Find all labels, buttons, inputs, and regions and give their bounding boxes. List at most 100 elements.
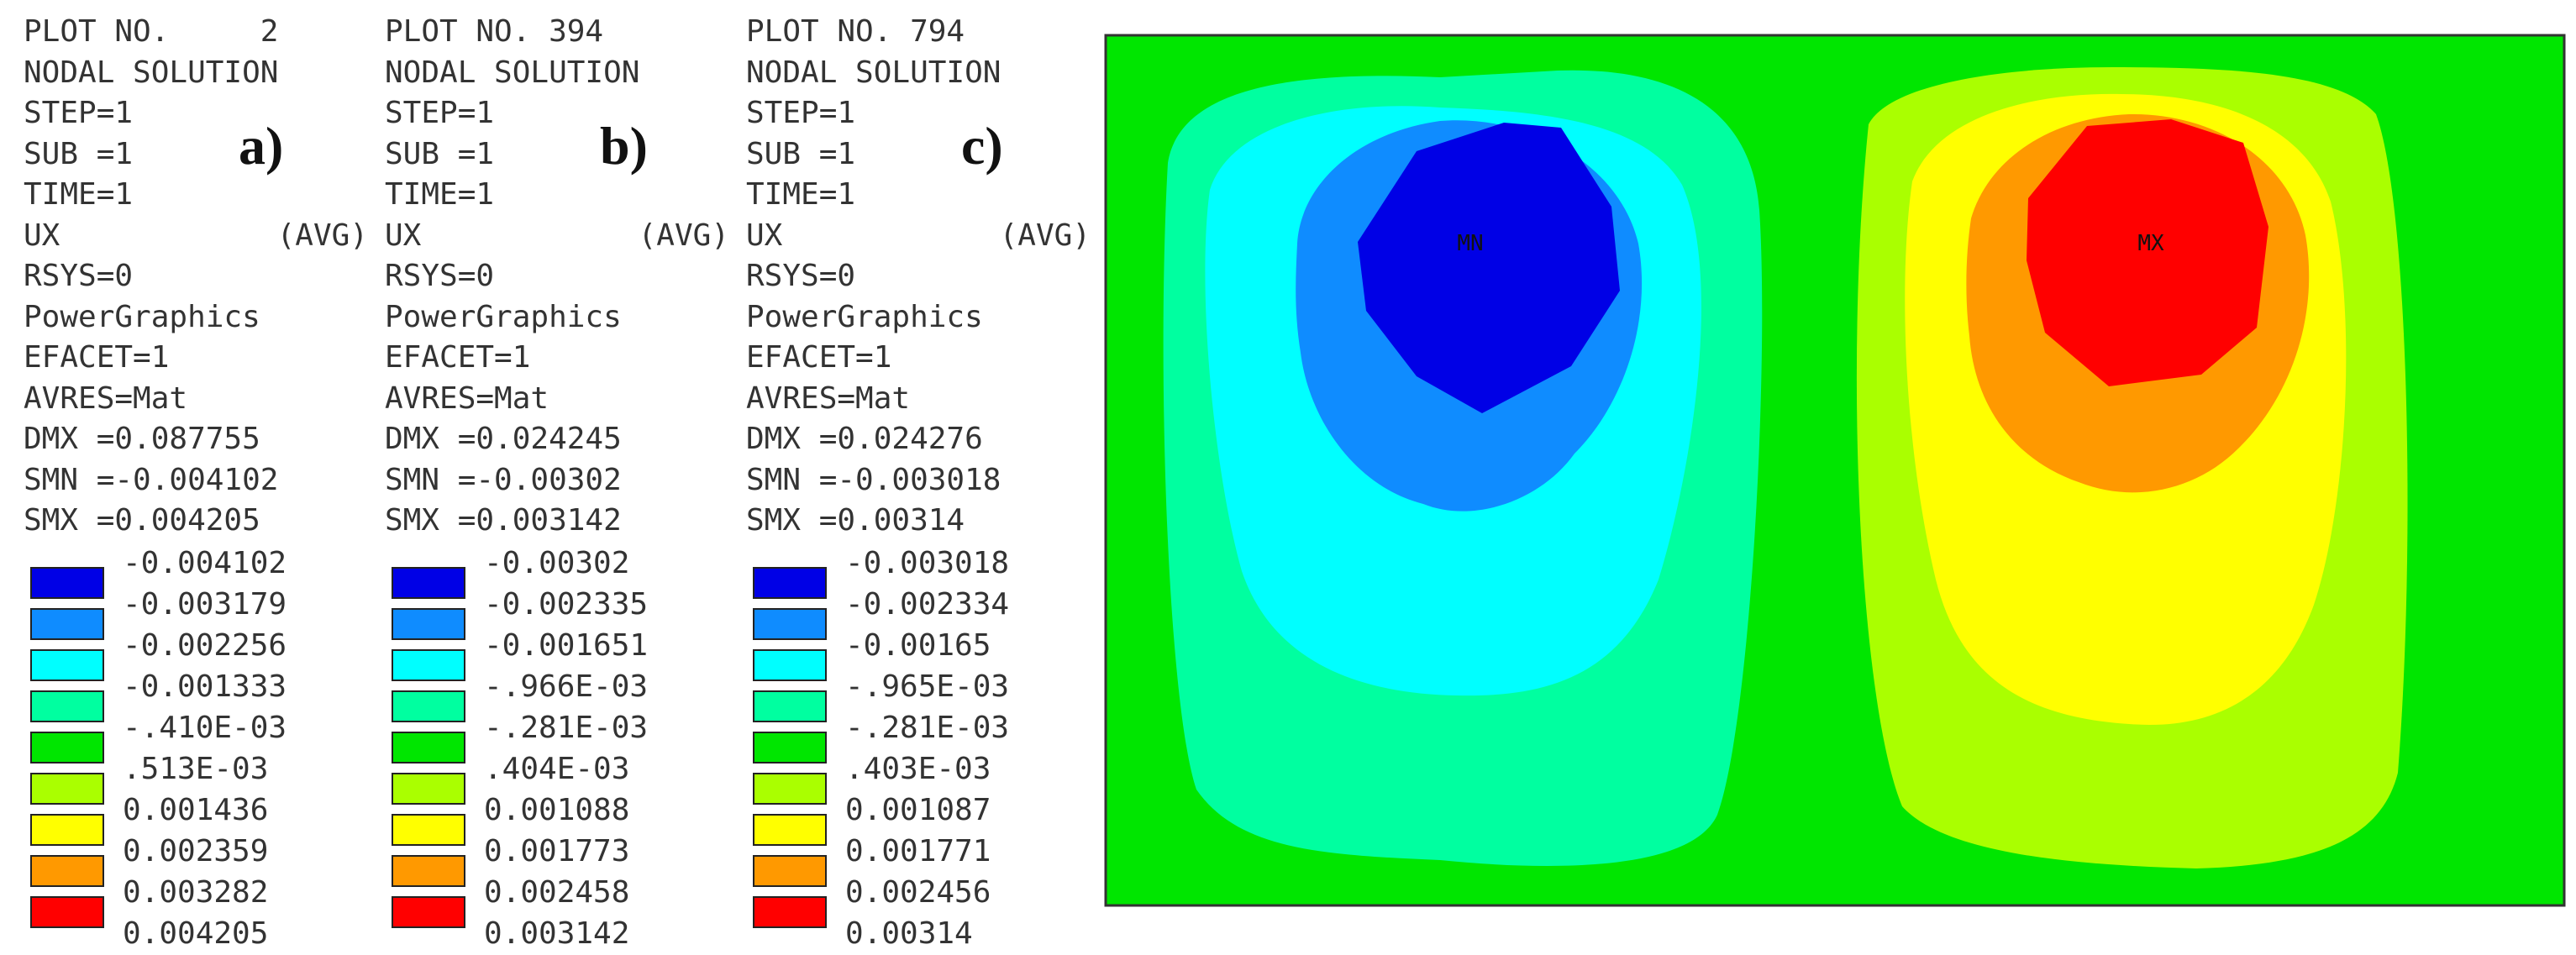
scale-value: 0.001436 <box>123 792 269 827</box>
scale-value: 0.001773 <box>484 833 630 868</box>
scale-row: -0.001333 <box>24 667 376 722</box>
scale-row: -0.002334 <box>746 585 1099 640</box>
scale-value: 0.004205 <box>123 916 269 951</box>
legend-panel-b: b) PLOT NO. 394 NODAL SOLUTION STEP=1 SU… <box>385 12 738 955</box>
scale-value: 0.001088 <box>484 792 630 827</box>
header-smn: SMN =-0.004102 <box>24 462 279 497</box>
color-swatch <box>30 648 104 681</box>
header-dmx: DMX =0.024245 <box>385 422 622 456</box>
contour-plot: MN MX <box>1104 34 2566 907</box>
header-nodal-solution: NODAL SOLUTION <box>24 55 279 90</box>
scale-row: -0.00165 <box>746 626 1099 681</box>
scale-value: -0.001333 <box>123 669 287 704</box>
color-swatch <box>753 607 827 640</box>
header-plot-no: PLOT NO. 794 <box>746 14 965 49</box>
scale-value: -0.00302 <box>484 545 630 580</box>
header-time: TIME=1 <box>746 177 856 212</box>
scale-value: -0.002334 <box>845 586 1010 622</box>
header-step: STEP=1 <box>746 96 856 130</box>
scale-row: 0.003282 <box>24 873 376 928</box>
color-swatch <box>30 854 104 887</box>
header-avres: AVRES=Mat <box>746 380 911 416</box>
scale-row: -0.00302 <box>385 543 738 599</box>
scale-row: -0.003179 <box>24 585 376 640</box>
scale-row: -.281E-03 <box>385 708 738 763</box>
scale-row: -0.004102 <box>24 543 376 599</box>
scale-row: 0.001088 <box>385 790 738 846</box>
scale-value: -.281E-03 <box>845 710 1010 745</box>
scale-value: .403E-03 <box>845 751 991 786</box>
header-rsys: RSYS=0 <box>24 259 134 293</box>
header-rsys: RSYS=0 <box>385 259 495 293</box>
color-swatch <box>30 772 104 805</box>
header-ux: UX <box>385 218 422 253</box>
scale-row: 0.001771 <box>746 832 1099 887</box>
scale-value: 0.002359 <box>123 833 269 868</box>
scale-value: -0.00165 <box>845 627 991 663</box>
scale-row: -0.003018 <box>746 543 1099 599</box>
header-smx: SMX =0.00314 <box>746 503 965 538</box>
scale-value: 0.001771 <box>845 833 991 868</box>
scale-value: 0.00314 <box>845 916 973 951</box>
scale-row: 0.002359 <box>24 832 376 887</box>
header-ux: UX <box>24 218 60 253</box>
scale-value: -0.004102 <box>123 545 287 580</box>
color-swatch <box>753 772 827 805</box>
header-rsys: RSYS=0 <box>746 259 856 293</box>
scale-value: -0.002256 <box>123 627 287 663</box>
scale-row: -.281E-03 <box>746 708 1099 763</box>
header-smn: SMN =-0.00302 <box>385 462 622 497</box>
scale-row: 0.002458 <box>385 873 738 928</box>
header-ux-row: UX (AVG) <box>24 216 376 257</box>
scale-row: 0.001773 <box>385 832 738 887</box>
min-marker-label: MN <box>1457 231 1483 256</box>
color-swatch <box>392 813 465 846</box>
scale-row: -.966E-03 <box>385 667 738 722</box>
color-swatch <box>392 772 465 805</box>
scale-value: .404E-03 <box>484 751 630 786</box>
scale-value: 0.002458 <box>484 874 630 910</box>
scale-value: 0.002456 <box>845 874 991 910</box>
color-swatch <box>30 690 104 722</box>
scale-value: 0.001087 <box>845 792 991 827</box>
header-nodal-solution: NODAL SOLUTION <box>385 55 640 90</box>
header-ux-row: UX (AVG) <box>746 216 1099 257</box>
header-efacet: EFACET=1 <box>385 340 531 375</box>
header-dmx: DMX =0.024276 <box>746 422 983 456</box>
header-time: TIME=1 <box>24 177 134 212</box>
scale-row: .403E-03 <box>746 749 1099 805</box>
header-nodal-solution: NODAL SOLUTION <box>746 55 1001 90</box>
header-avres: AVRES=Mat <box>24 380 188 416</box>
color-swatch <box>753 648 827 681</box>
scale-row: 0.001436 <box>24 790 376 846</box>
scale-row: 0.002456 <box>746 873 1099 928</box>
scale-row: -0.002335 <box>385 585 738 640</box>
scale-row: .513E-03 <box>24 749 376 805</box>
scale-value: -.281E-03 <box>484 710 649 745</box>
scale-value: 0.003142 <box>484 916 630 951</box>
header-time: TIME=1 <box>385 177 495 212</box>
header-smx: SMX =0.003142 <box>385 503 622 538</box>
scale-value: -0.003179 <box>123 586 287 622</box>
contour-band-negative-core <box>1358 123 1620 413</box>
color-swatch <box>392 731 465 763</box>
header-ux-row: UX (AVG) <box>385 216 738 257</box>
header-dmx: DMX =0.087755 <box>24 422 260 456</box>
color-swatch <box>30 607 104 640</box>
header-smx: SMX =0.004205 <box>24 503 260 538</box>
header-powergraphics: PowerGraphics <box>24 299 260 334</box>
scale-value: .513E-03 <box>123 751 269 786</box>
color-swatch <box>392 854 465 887</box>
header-avg: (AVG) <box>276 218 368 253</box>
scale-value: -.410E-03 <box>123 710 287 745</box>
scale-value: -0.001651 <box>484 627 649 663</box>
color-swatch <box>30 813 104 846</box>
scale-row: -.965E-03 <box>746 667 1099 722</box>
header-avg: (AVG) <box>999 218 1091 253</box>
scale-value: -.965E-03 <box>845 669 1010 704</box>
header-powergraphics: PowerGraphics <box>385 299 622 334</box>
header-avg: (AVG) <box>638 218 729 253</box>
color-swatch <box>753 895 827 928</box>
header-efacet: EFACET=1 <box>746 340 892 375</box>
color-swatch <box>30 566 104 599</box>
